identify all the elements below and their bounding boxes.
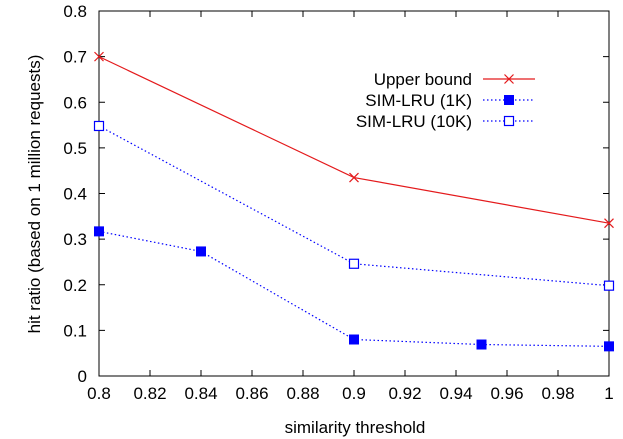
- marker-stroke: [604, 218, 614, 229]
- x-axis-label: similarity threshold: [285, 418, 426, 437]
- x-tick-label: 0.86: [235, 384, 268, 403]
- series-line: [98, 230, 610, 347]
- x-tick-label: 0.84: [184, 384, 217, 403]
- y-tick-label: 0.1: [63, 321, 87, 340]
- series-line: [98, 125, 610, 287]
- data-point: [603, 280, 615, 291]
- series-1: [94, 226, 614, 352]
- series-layer: [93, 51, 615, 352]
- x-axis: 0.8 0.82 0.84 0.86 0.88 0.9 0.92 0.94 0.96 0.98 1: [87, 11, 614, 403]
- x-tick-label: 1: [604, 384, 613, 403]
- data-point: [196, 246, 206, 257]
- marker-stroke: [94, 51, 104, 62]
- legend-label: SIM-LRU (10K): [356, 112, 472, 131]
- data-point: [348, 258, 360, 269]
- x-tick-label: 0.96: [490, 384, 523, 403]
- series-0: [94, 51, 614, 229]
- data-point: [349, 172, 359, 183]
- data-point: [349, 334, 359, 345]
- marker-stroke: [349, 172, 359, 183]
- x-tick-label: 0.94: [439, 384, 472, 403]
- legend-label: SIM-LRU (1K): [365, 91, 472, 110]
- legend: Upper bound SIM-LRU (1K) SIM-LRU (10K): [356, 70, 535, 131]
- x-tick-label: 0.92: [388, 384, 421, 403]
- legend-label: Upper bound: [374, 70, 472, 89]
- data-point: [604, 341, 614, 352]
- y-axis-label: hit ratio (based on 1 million requests): [25, 55, 44, 334]
- y-axis: 0 0.1 0.2 0.3 0.4 0.5 0.6 0.7 0.8: [63, 2, 609, 386]
- x-tick-label: 0.9: [342, 384, 366, 403]
- x-tick-label: 0.82: [133, 384, 166, 403]
- data-point: [94, 226, 104, 237]
- legend-entry: Upper bound: [374, 70, 535, 89]
- data-point: [93, 120, 105, 132]
- legend-entry: SIM-LRU (10K): [356, 112, 535, 131]
- legend-marker: [504, 74, 514, 84]
- y-tick-label: 0: [78, 367, 87, 386]
- y-tick-label: 0.6: [63, 93, 87, 112]
- y-tick-label: 0.2: [63, 276, 87, 295]
- data-point: [604, 218, 614, 229]
- legend-marker: [504, 95, 514, 105]
- y-tick-label: 0.7: [63, 48, 87, 67]
- data-point: [476, 339, 487, 350]
- y-tick-label: 0.5: [63, 139, 87, 158]
- y-tick-label: 0.4: [63, 185, 87, 204]
- x-tick-label: 0.8: [87, 384, 111, 403]
- legend-marker: [503, 115, 515, 127]
- y-tick-label: 0.8: [63, 2, 87, 21]
- plot-frame: [98, 10, 610, 377]
- series-line: [98, 56, 610, 224]
- data-point: [94, 51, 104, 62]
- series-2: [93, 120, 615, 291]
- x-tick-label: 0.88: [286, 384, 319, 403]
- marker-stroke: [504, 74, 514, 84]
- y-tick-label: 0.3: [63, 230, 87, 249]
- legend-entry: SIM-LRU (1K): [365, 91, 535, 110]
- plot-area: [98, 10, 610, 377]
- x-tick-label: 0.98: [541, 384, 574, 403]
